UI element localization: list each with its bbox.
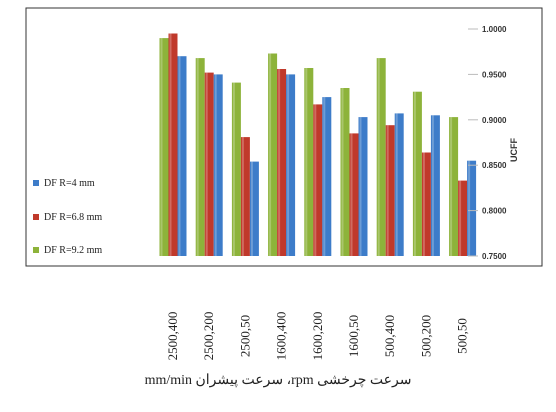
bar-highlight	[305, 68, 308, 256]
legend-swatch	[33, 214, 39, 220]
bar-highlight	[350, 133, 353, 256]
bar-df-r-9-2-mm-3	[268, 53, 278, 256]
x-tick-labels: 2500,400 2500,200 2500,50 1600,400 1600,200 1…	[165, 312, 470, 361]
bar-df-r-9-2-mm-5	[340, 88, 350, 256]
bar-highlight	[314, 104, 317, 257]
x-tick-label: 1600,400	[274, 312, 289, 361]
x-axis-title: سرعت چرخشی rpm، سرعت پیشران mm/min	[144, 373, 412, 388]
bar-highlight	[269, 53, 272, 256]
x-tick-label: 500,50	[455, 318, 470, 354]
bar-highlight	[386, 125, 389, 256]
bar-df-r-9-2-mm-4	[304, 68, 314, 256]
bar-df-r-9-2-mm-8	[449, 117, 459, 256]
bar-df-r-9-2-mm-7	[412, 91, 422, 256]
bar-df-r-6-8-mm-5	[349, 133, 359, 256]
x-tick-label: 2500,400	[165, 312, 180, 361]
legend-swatch	[33, 247, 39, 253]
bar-highlight	[196, 58, 199, 256]
bar-highlight	[160, 38, 163, 256]
x-tick-label: 1600,50	[346, 315, 361, 357]
bar-highlight	[459, 180, 462, 256]
bar-highlight	[232, 82, 235, 256]
y-tick-label: 0.8500	[482, 161, 507, 170]
bars-group	[159, 33, 477, 257]
bar-df-r-9-2-mm-0	[159, 38, 169, 256]
bar-highlight	[431, 115, 434, 256]
bar-df-r-9-2-mm-2	[231, 82, 241, 256]
bar-df-r-6-8-mm-4	[313, 104, 323, 257]
x-tick-label: 1600,200	[310, 312, 325, 361]
legend-label: DF R=4 mm	[44, 178, 95, 189]
bar-highlight	[287, 74, 290, 257]
x-tick-label: 2500,200	[201, 312, 216, 361]
x-tick-label: 500,200	[418, 315, 433, 357]
bar-df-r-9-2-mm-6	[376, 58, 386, 256]
bar-df-r-6-8-mm-8	[458, 180, 468, 256]
bar-df-r-9-2-mm-1	[195, 58, 205, 256]
bar-df-r-4-mm-6	[394, 113, 404, 257]
y-tick-label: 0.7500	[482, 252, 507, 261]
bar-highlight	[341, 88, 344, 256]
bar-highlight	[377, 58, 380, 256]
bar-highlight	[395, 113, 398, 257]
bar-df-r-6-8-mm-2	[240, 137, 250, 256]
y-tick-label: 0.8000	[482, 207, 507, 216]
y-tick-label: 0.9000	[482, 116, 507, 125]
bar-df-r-4-mm-3	[286, 74, 296, 257]
bar-df-r-4-mm-2	[249, 161, 259, 256]
bar-df-r-6-8-mm-1	[204, 72, 214, 256]
y-tick-label: 1.0000	[482, 25, 507, 34]
bar-highlight	[250, 161, 253, 256]
bar-highlight	[241, 137, 244, 256]
bar-df-r-6-8-mm-7	[421, 152, 431, 256]
bar-df-r-6-8-mm-6	[385, 125, 395, 256]
bar-highlight	[205, 72, 208, 256]
y-axis-title: UCFF	[509, 138, 519, 162]
bar-df-r-6-8-mm-0	[168, 33, 178, 256]
y-axis: 0.7500 0.8000 0.8500 0.9000 0.9500 1.0000	[468, 25, 507, 261]
legend-label: DF R=9.2 mm	[44, 245, 102, 256]
bar-highlight	[413, 91, 416, 256]
bar-highlight	[323, 97, 326, 256]
bar-df-r-4-mm-1	[213, 74, 223, 257]
bar-highlight	[450, 117, 453, 256]
bar-df-r-6-8-mm-3	[277, 69, 287, 256]
x-tick-label: 500,400	[382, 315, 397, 357]
legend-label: DF R=6.8 mm	[44, 212, 102, 223]
bar-highlight	[214, 74, 217, 257]
legend-swatch	[33, 180, 39, 186]
bar-df-r-4-mm-4	[322, 97, 332, 256]
bar-highlight	[359, 117, 362, 256]
bar-highlight	[422, 152, 425, 256]
bar-df-r-4-mm-0	[177, 56, 187, 257]
x-tick-label: 2500,50	[237, 315, 252, 357]
bar-df-r-4-mm-7	[430, 115, 440, 256]
bar-highlight	[169, 33, 172, 256]
bar-df-r-4-mm-5	[358, 117, 368, 256]
bar-df-r-4-mm-8	[467, 160, 477, 256]
y-tick-label: 0.9500	[482, 70, 507, 79]
bar-highlight	[468, 160, 471, 256]
bar-highlight	[178, 56, 181, 257]
bar-highlight	[278, 69, 281, 256]
legend: DF R=4 mm DF R=6.8 mm DF R=9.2 mm	[33, 178, 102, 256]
